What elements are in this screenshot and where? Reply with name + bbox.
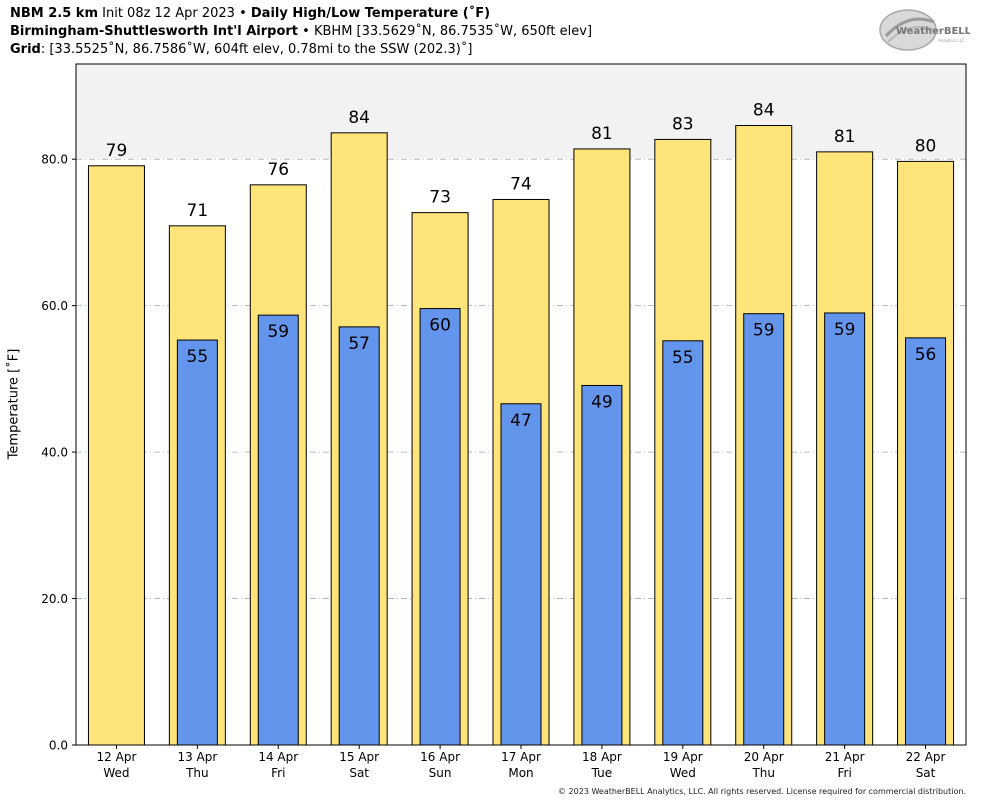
x-tick-day: Tue [591,766,613,780]
low-temp-bar [176,339,218,746]
high-temp-label: 76 [267,160,289,180]
high-temp-label: 81 [591,124,613,144]
low-temp-bar [905,337,947,746]
low-temp-bar [419,308,461,746]
x-tick-date: 13 Apr [177,750,217,764]
y-tick-label: 60.0 [41,299,68,313]
low-temp-bar [257,314,299,746]
model-name: NBM 2.5 km [10,6,98,21]
x-tick-date: 20 Apr [744,750,784,764]
high-temp-label: 84 [348,108,370,128]
station-details: KBHM [33.5629˚N, 86.7535˚W, 650ft elev] [313,24,593,39]
high-temp-label: 84 [753,101,775,121]
low-temp-bar [824,312,866,746]
title-line-2: Birmingham-Shuttlesworth Int'l Airport •… [10,24,592,40]
low-temp-bar [338,326,380,746]
logo-subtext: Analytics LLC [938,38,965,43]
grid-label: Grid [10,42,41,57]
low-temp-label: 59 [753,321,775,341]
high-temp-label: 71 [187,201,209,221]
low-temp-bar [500,403,542,746]
init-time: Init 08z 12 Apr 2023 [102,6,235,21]
plot-border [75,63,967,746]
station-name: Birmingham-Shuttlesworth Int'l Airport [10,24,299,39]
low-temp-label: 47 [510,411,532,431]
x-tick-date: 15 Apr [339,750,379,764]
x-tick-date: 17 Apr [501,750,541,764]
y-axis: 0.0 20.0 40.0 60.0 80.0 [41,153,76,753]
low-temp-bar [662,340,704,746]
low-temp-label: 55 [672,348,694,368]
x-tick-date: 12 Apr [97,750,137,764]
high-temp-label: 83 [672,114,694,134]
x-tick-day: Thu [185,766,209,780]
high-temp-label: 73 [429,188,451,208]
title-line-3: Grid: [33.5525˚N, 86.7586˚W, 604ft elev,… [10,42,472,58]
low-temp-label: 56 [915,345,937,365]
x-tick-date: 16 Apr [420,750,460,764]
y-tick-label: 0.0 [49,739,68,753]
x-tick-date: 19 Apr [663,750,703,764]
product-name: Daily High/Low Temperature (˚F) [250,6,491,21]
x-tick-date: 18 Apr [582,750,622,764]
x-tick-day: Wed [103,766,129,780]
x-tick-day: Wed [670,766,696,780]
x-tick-date: 21 Apr [825,750,865,764]
low-temp-label: 59 [834,320,856,340]
low-temp-label: 55 [187,347,209,367]
high-temp-label: 80 [915,136,937,156]
high-temp-label: 74 [510,174,532,194]
high-temp-bar [87,165,145,746]
low-temp-label: 59 [267,322,289,342]
y-tick-label: 80.0 [41,153,68,167]
high-temp-label: 79 [106,141,128,161]
separator-bullet: • [302,24,310,39]
high-temp-label: 81 [834,127,856,147]
low-temp-bar [743,313,785,746]
low-temp-label: 60 [429,316,451,336]
low-temp-bar [581,384,623,746]
logo-text: WeatherBELL [896,26,970,37]
grid-details: : [33.5525˚N, 86.7586˚W, 604ft elev, 0.7… [40,42,473,57]
x-tick-day: Sun [429,766,452,780]
x-axis: 12 Apr Wed 13 Apr Thu 14 Apr Fri 15 Apr Sat 16 A… [97,745,946,780]
separator-bullet: • [239,6,247,21]
low-temp-label: 57 [348,334,370,354]
bar-layer: 79 71 55 76 59 84 57 73 60 74 47 81 49 83 55 84 59 81 59 80… [87,101,955,746]
x-tick-day: Fri [837,766,851,780]
title-line-1: NBM 2.5 km Init 08z 12 Apr 2023 • Daily … [10,6,490,22]
x-tick-date: 22 Apr [906,750,946,764]
x-tick-day: Sat [349,766,369,780]
x-tick-day: Sat [916,766,936,780]
low-temp-label: 49 [591,392,613,412]
x-tick-date: 14 Apr [258,750,298,764]
y-tick-label: 20.0 [41,592,68,606]
x-tick-day: Thu [751,766,775,780]
weatherbell-logo: WeatherBELL Analytics LLC [879,9,970,51]
x-tick-day: Fri [271,766,285,780]
x-tick-day: Mon [508,766,533,780]
copyright-notice: © 2023 WeatherBELL Analytics, LLC. All r… [558,787,966,796]
y-tick-label: 40.0 [41,446,68,460]
